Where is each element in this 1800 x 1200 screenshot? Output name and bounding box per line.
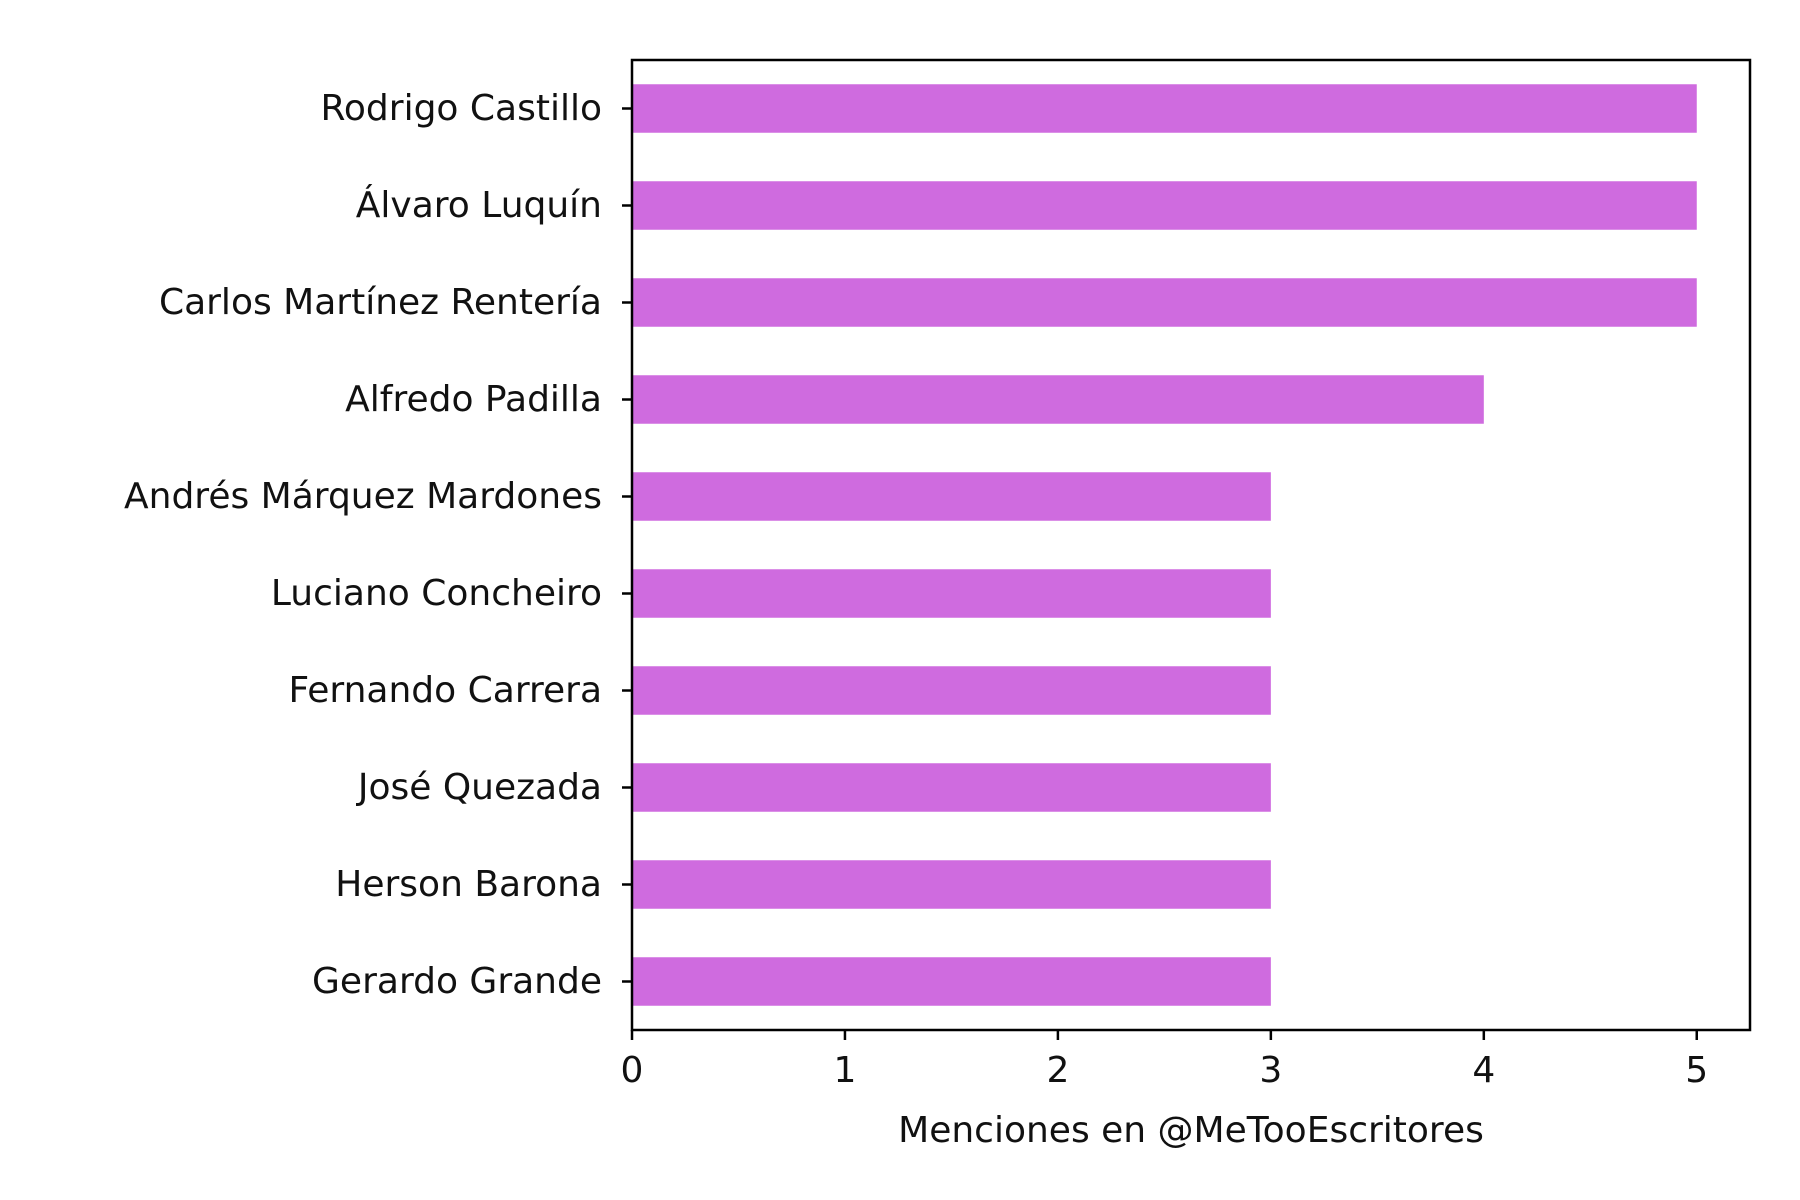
bar-1 — [632, 181, 1697, 230]
x-axis-title: Menciones en @MeTooEscritores — [898, 1110, 1484, 1151]
x-tick-label-3: 3 — [1259, 1050, 1282, 1091]
y-tick-label-5: Luciano Concheiro — [271, 573, 602, 614]
x-tick-label-1: 1 — [833, 1050, 856, 1091]
y-tick-label-9: Gerardo Grande — [312, 961, 602, 1002]
bar-6 — [632, 666, 1271, 715]
x-tick-label-4: 4 — [1472, 1050, 1495, 1091]
bar-7 — [632, 763, 1271, 812]
y-tick-label-7: José Quezada — [356, 767, 602, 808]
y-tick-label-0: Rodrigo Castillo — [321, 88, 603, 129]
bar-5 — [632, 569, 1271, 618]
y-tick-label-1: Álvaro Luquín — [356, 184, 602, 226]
y-tick-label-6: Fernando Carrera — [289, 670, 602, 711]
x-tick-label-5: 5 — [1685, 1050, 1708, 1091]
plot-frame — [630, 58, 1752, 1032]
x-axis: 0 1 2 3 4 5 — [621, 1030, 1708, 1091]
bar-3 — [632, 375, 1484, 424]
bars-group — [632, 84, 1697, 1006]
bar-8 — [632, 860, 1271, 909]
x-tick-label-2: 2 — [1046, 1050, 1069, 1091]
y-tick-label-3: Alfredo Padilla — [345, 379, 602, 420]
y-tick-label-2: Carlos Martínez Rentería — [159, 282, 602, 323]
y-tick-label-4: Andrés Márquez Mardones — [124, 476, 602, 517]
y-axis: Rodrigo Castillo Álvaro Luquín Carlos Mart… — [124, 88, 632, 1002]
bar-9 — [632, 957, 1271, 1006]
y-tick-label-8: Herson Barona — [335, 864, 602, 905]
bar-2 — [632, 278, 1697, 327]
bar-0 — [632, 84, 1697, 133]
x-tick-label-0: 0 — [621, 1050, 644, 1091]
bar-4 — [632, 472, 1271, 521]
